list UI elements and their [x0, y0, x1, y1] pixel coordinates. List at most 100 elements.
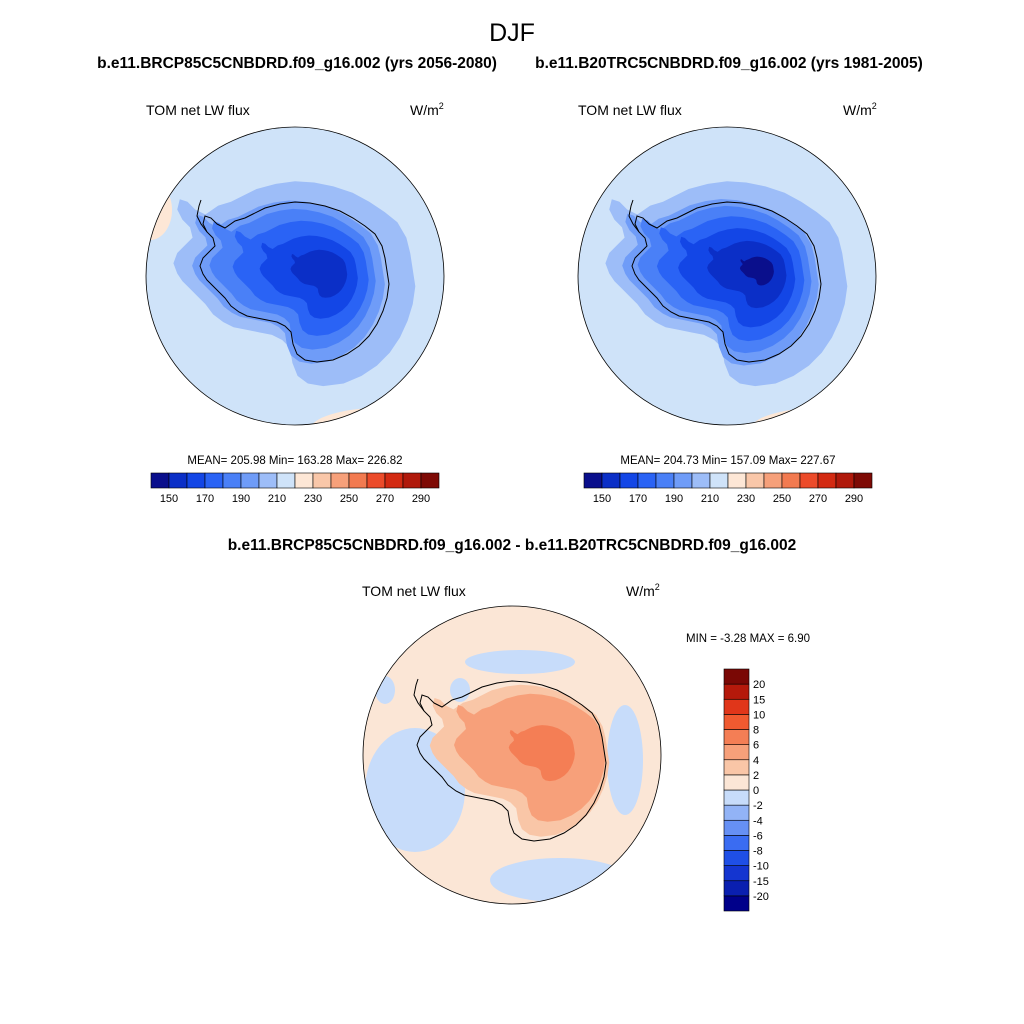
- panel-difference-colorbar-tick-label: 2: [753, 770, 759, 782]
- panel-future-colorbar-swatch: [366, 472, 386, 489]
- panel-difference-colorbar-swatch: [723, 789, 750, 806]
- panel-difference-colorbar-swatch: [723, 819, 750, 836]
- diff-title: b.e11.BRCP85C5CNBDRD.f09_g16.002 - b.e11…: [228, 537, 797, 554]
- panel-historical-colorbar-swatch: [727, 472, 747, 489]
- panel-difference-stats: MIN = -3.28 MAX = 6.90: [686, 633, 810, 645]
- panel-future-colorbar-swatch: [240, 472, 260, 489]
- panel-difference-colorbar-tick-label: -4: [753, 815, 763, 827]
- panel-future-colorbar-tick-label: 190: [232, 493, 250, 505]
- panel-difference-colorbar-swatch: [723, 865, 750, 882]
- panel-difference-colorbar-swatch: [723, 850, 750, 866]
- panel-historical-colorbar-swatch: [763, 472, 783, 489]
- panel-historical-colorbar-swatch: [817, 472, 837, 489]
- panel-historical-colorbar-swatch: [853, 472, 873, 489]
- panel-historical-colorbar-swatch: [637, 472, 657, 489]
- panel-historical-colorbar-swatch: [835, 472, 855, 489]
- panel-future-colorbar-swatch: [402, 472, 422, 489]
- panel-future-colorbar-swatch: [294, 472, 314, 489]
- panel-historical-variable: TOM net LW flux: [578, 102, 682, 118]
- panel-difference-colorbar-swatch: [723, 835, 750, 851]
- panel-future-colorbar-swatch: [186, 472, 206, 489]
- panel-difference-colorbar-tick-label: -10: [753, 861, 769, 873]
- case-label-right: b.e11.B20TRC5CNBDRD.f09_g16.002 (yrs 198…: [535, 55, 923, 72]
- panel-historical-colorbar: 150 170 190 210 230 250 270 290: [583, 472, 873, 505]
- panel-difference-colorbar-tick-label: -15: [753, 876, 769, 888]
- panel-future-variable: TOM net LW flux: [146, 102, 250, 118]
- panel-difference-colorbar-swatch: [723, 668, 750, 685]
- panel-historical-colorbar-swatch: [673, 472, 693, 489]
- panel-historical-map: [578, 127, 876, 425]
- panel-difference-colorbar-tick-label: -2: [753, 800, 763, 812]
- panel-historical-colorbar-swatch: [601, 472, 621, 489]
- panel-future-colorbar-swatch: [222, 472, 242, 489]
- panel-historical-colorbar-tick-label: 190: [665, 493, 683, 505]
- panel-historical-colorbar-tick-label: 230: [737, 493, 755, 505]
- panel-difference-colorbar-swatch: [723, 895, 750, 912]
- case-label-left: b.e11.BRCP85C5CNBDRD.f09_g16.002 (yrs 20…: [97, 55, 497, 72]
- panel-future-units: W/m2: [410, 101, 444, 118]
- panel-future-colorbar-tick-label: 150: [160, 493, 178, 505]
- panel-future-colorbar: 150 170 190 210 230 250 270 290: [150, 472, 440, 505]
- panel-future-colorbar-tick-label: 290: [412, 493, 430, 505]
- panel-future-colorbar-swatch: [420, 472, 440, 489]
- panel-historical-colorbar-tick-label: 210: [701, 493, 719, 505]
- panel-future-colorbar-tick-label: 230: [304, 493, 322, 505]
- panel-historical-colorbar-swatch: [799, 472, 819, 489]
- panel-future-colorbar-swatch: [312, 472, 332, 489]
- panel-difference-colorbar-swatch: [723, 804, 750, 821]
- panel-difference-colorbar-tick-label: 10: [753, 709, 765, 721]
- panel-difference-colorbar-tick-label: 0: [753, 785, 759, 797]
- panel-historical-units: W/m2: [843, 101, 877, 118]
- panel-future-stats: MEAN= 205.98 Min= 163.28 Max= 226.82: [187, 455, 402, 467]
- panel-difference-colorbar-swatch: [723, 714, 750, 730]
- panel-historical-colorbar-swatch: [655, 472, 675, 489]
- panel-historical-colorbar-tick-label: 170: [629, 493, 647, 505]
- panel-historical-colorbar-swatch: [709, 472, 729, 489]
- panel-future: TOM net LW flux W/m2 MEAN= 205.98 Min= 1…: [145, 101, 445, 505]
- panel-historical-colorbar-swatch: [745, 472, 765, 489]
- panel-difference-colorbar-swatch: [723, 698, 750, 715]
- panel-future-colorbar-swatch: [204, 472, 224, 489]
- panel-historical-colorbar-tick-label: 270: [809, 493, 827, 505]
- panel-future-colorbar-swatch: [384, 472, 404, 489]
- panel-historical-colorbar-swatch: [619, 472, 639, 489]
- panel-future-colorbar-tick-label: 170: [196, 493, 214, 505]
- panel-historical-colorbar-tick-label: 250: [773, 493, 791, 505]
- panel-difference-colorbar-tick-label: -20: [753, 891, 769, 903]
- panel-future-map: [146, 127, 444, 425]
- panel-future-colorbar-swatch: [276, 472, 296, 489]
- panel-difference-colorbar-tick-label: -6: [753, 830, 763, 842]
- panel-future-colorbar-swatch: [168, 472, 188, 489]
- panel-difference-colorbar-swatch: [723, 683, 750, 700]
- panel-future-colorbar-swatch: [258, 472, 278, 489]
- panel-difference-colorbar-tick-label: 8: [753, 725, 759, 737]
- figure-title: DJF: [489, 19, 535, 47]
- panel-historical-colorbar-swatch: [781, 472, 801, 489]
- panel-historical-colorbar-swatch: [583, 472, 603, 489]
- panel-future-colorbar-swatch: [150, 472, 170, 489]
- panel-difference-colorbar-tick-label: 15: [753, 694, 765, 706]
- panel-difference-colorbar-tick-label: 6: [753, 740, 759, 752]
- panel-future-colorbar-swatch: [330, 472, 350, 489]
- panel-difference-colorbar-swatch: [723, 774, 750, 791]
- panel-difference-map: [363, 606, 661, 904]
- panel-difference-colorbar-swatch: [723, 729, 750, 745]
- panel-future-colorbar-tick-label: 250: [340, 493, 358, 505]
- panel-difference-colorbar-swatch: [723, 880, 750, 897]
- panel-future-colorbar-tick-label: 270: [376, 493, 394, 505]
- panel-difference-colorbar-tick-label: -8: [753, 846, 763, 858]
- panel-difference-colorbar-swatch: [723, 744, 750, 761]
- panel-historical-stats: MEAN= 204.73 Min= 157.09 Max= 227.67: [620, 455, 835, 467]
- panel-future-colorbar-tick-label: 210: [268, 493, 286, 505]
- panel-future-colorbar-swatch: [348, 472, 368, 489]
- panel-difference: TOM net LW flux W/m2 MIN = -3.28 MAX = 6…: [362, 582, 810, 912]
- panel-historical: TOM net LW flux W/m2 MEAN= 204.73 Min= 1…: [577, 101, 877, 505]
- panel-historical-colorbar-tick-label: 290: [845, 493, 863, 505]
- panel-difference-colorbar-tick-label: 4: [753, 755, 759, 767]
- panel-historical-colorbar-tick-label: 150: [593, 493, 611, 505]
- panel-difference-colorbar-swatch: [723, 759, 750, 776]
- panel-difference-colorbar-tick-label: 20: [753, 679, 765, 691]
- panel-difference-variable: TOM net LW flux: [362, 583, 466, 599]
